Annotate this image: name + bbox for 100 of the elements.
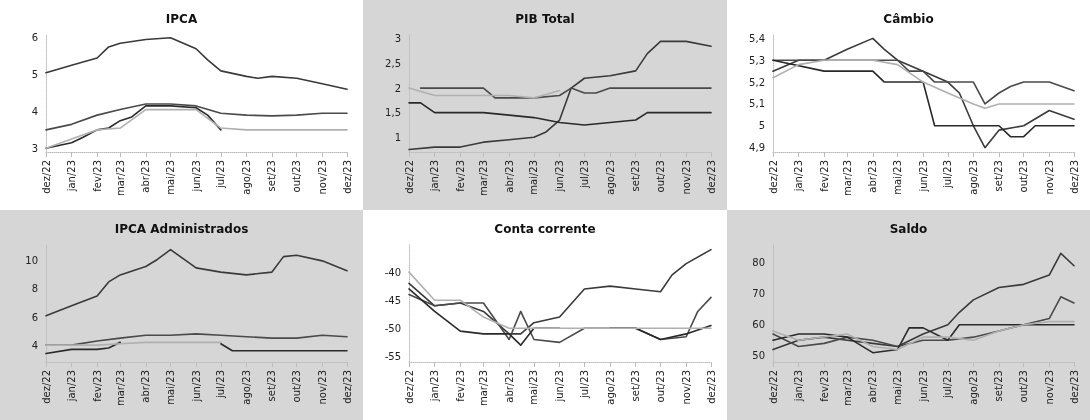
x-tick-label: dez/22	[767, 160, 779, 194]
x-tick-label: nov/23	[680, 160, 692, 195]
x-tick-label: abr/23	[140, 160, 152, 193]
x-tick-label: jul/23	[215, 160, 227, 189]
x-tick-label: set/23	[266, 370, 278, 402]
x-tick-label: jan/23	[66, 370, 78, 403]
x-tick-label: jun/23	[190, 370, 202, 403]
x-tick-label: dez/23	[341, 160, 353, 194]
x-tick-label: mar/23	[114, 160, 126, 197]
y-tick-label: 10	[25, 255, 38, 267]
y-tick-label: 50	[752, 350, 765, 362]
y-tick-label: 1,5	[385, 107, 401, 119]
x-tick-label: ago/23	[967, 370, 979, 405]
x-tick-label: nov/23	[680, 370, 692, 405]
x-tick-label: jun/23	[554, 370, 566, 403]
x-tick-label: jan/23	[429, 160, 441, 193]
x-tick-label: mai/23	[892, 160, 904, 195]
y-tick-label: 4,9	[749, 142, 765, 154]
x-tick-label: dez/23	[1068, 160, 1080, 194]
x-tick-label: mar/23	[477, 160, 489, 197]
x-tick-label: set/23	[993, 160, 1005, 192]
x-tick-label: fev/23	[91, 160, 103, 192]
x-tick-label: set/23	[266, 160, 278, 192]
x-tick-label: out/23	[1018, 160, 1030, 193]
x-tick-label: jan/23	[66, 160, 78, 193]
x-tick-label: ago/23	[240, 160, 252, 195]
x-tick-label: nov/23	[1043, 370, 1055, 405]
x-tick-label: jan/23	[793, 160, 805, 193]
y-tick-label: 5	[31, 69, 38, 81]
x-tick-label: abr/23	[867, 160, 879, 193]
x-tick-label: jan/23	[793, 370, 805, 403]
y-tick-label: -40	[384, 266, 401, 278]
x-tick-label: mai/23	[165, 160, 177, 195]
x-tick-label: mar/23	[114, 370, 126, 407]
x-tick-label: dez/23	[341, 370, 353, 404]
x-tick-label: mar/23	[841, 370, 853, 407]
x-tick-label: jul/23	[578, 370, 590, 399]
x-tick-label: nov/23	[1043, 160, 1055, 195]
x-tick-label: abr/23	[503, 160, 515, 193]
y-tick-label: 5,2	[749, 76, 765, 88]
x-tick-label: out/23	[291, 370, 303, 403]
x-tick-label: jun/23	[917, 370, 929, 403]
chart-title: Conta corrente	[494, 222, 596, 236]
y-tick-label: 6	[31, 32, 38, 44]
y-tick-label: 8	[31, 283, 38, 295]
x-tick-label: jul/23	[578, 160, 590, 189]
x-tick-label: dez/22	[40, 160, 52, 194]
x-tick-label: ago/23	[604, 160, 616, 195]
y-tick-label: 4	[31, 339, 38, 351]
y-tick-label: 4	[31, 105, 38, 117]
x-tick-label: abr/23	[140, 370, 152, 403]
x-tick-label: dez/23	[1068, 370, 1080, 404]
x-tick-label: abr/23	[503, 370, 515, 403]
x-tick-label: set/23	[630, 370, 642, 402]
x-tick-label: set/23	[630, 160, 642, 192]
x-tick-label: fev/23	[454, 370, 466, 402]
x-tick-label: fev/23	[454, 160, 466, 192]
y-tick-label: 3	[394, 33, 401, 45]
x-tick-label: dez/22	[40, 370, 52, 404]
x-tick-label: abr/23	[867, 370, 879, 403]
x-tick-label: dez/23	[705, 160, 717, 194]
x-tick-label: nov/23	[316, 160, 328, 195]
y-tick-label: 5,4	[749, 32, 765, 44]
y-tick-label: 3	[31, 142, 38, 154]
x-tick-label: jan/23	[429, 370, 441, 403]
x-tick-label: jul/23	[942, 370, 954, 399]
x-tick-label: nov/23	[316, 370, 328, 405]
x-tick-label: fev/23	[818, 160, 830, 192]
x-tick-label: jul/23	[942, 160, 954, 189]
chart-title: IPCA Administrados	[114, 222, 249, 236]
x-tick-label: jun/23	[190, 160, 202, 193]
chart-title: Câmbio	[883, 12, 934, 26]
y-tick-label: 1	[394, 131, 401, 143]
x-tick-label: jun/23	[554, 160, 566, 193]
x-tick-label: mar/23	[841, 160, 853, 197]
x-tick-label: dez/22	[403, 370, 415, 404]
x-tick-label: out/23	[291, 160, 303, 193]
x-tick-label: ago/23	[604, 370, 616, 405]
x-tick-label: out/23	[655, 370, 667, 403]
x-tick-label: jun/23	[917, 160, 929, 193]
x-tick-label: dez/22	[403, 160, 415, 194]
y-tick-label: 6	[31, 311, 38, 323]
chart-title: PIB Total	[515, 12, 575, 26]
chart-title: IPCA	[165, 12, 198, 26]
x-tick-label: fev/23	[818, 370, 830, 402]
x-tick-label: mai/23	[528, 370, 540, 405]
y-tick-label: 2,5	[385, 58, 401, 69]
y-tick-label: 5,3	[749, 54, 765, 66]
x-tick-label: out/23	[1018, 370, 1030, 403]
x-tick-label: fev/23	[91, 370, 103, 402]
x-tick-label: ago/23	[240, 370, 252, 405]
y-tick-label: 2	[394, 82, 401, 94]
y-tick-label: -45	[384, 294, 401, 306]
x-tick-label: dez/22	[767, 370, 779, 404]
y-tick-label: 60	[752, 319, 765, 331]
x-tick-label: ago/23	[967, 160, 979, 195]
x-tick-label: mai/23	[528, 160, 540, 195]
x-tick-label: set/23	[993, 370, 1005, 402]
y-tick-label: 5	[758, 120, 765, 132]
y-tick-label: -55	[384, 350, 401, 362]
